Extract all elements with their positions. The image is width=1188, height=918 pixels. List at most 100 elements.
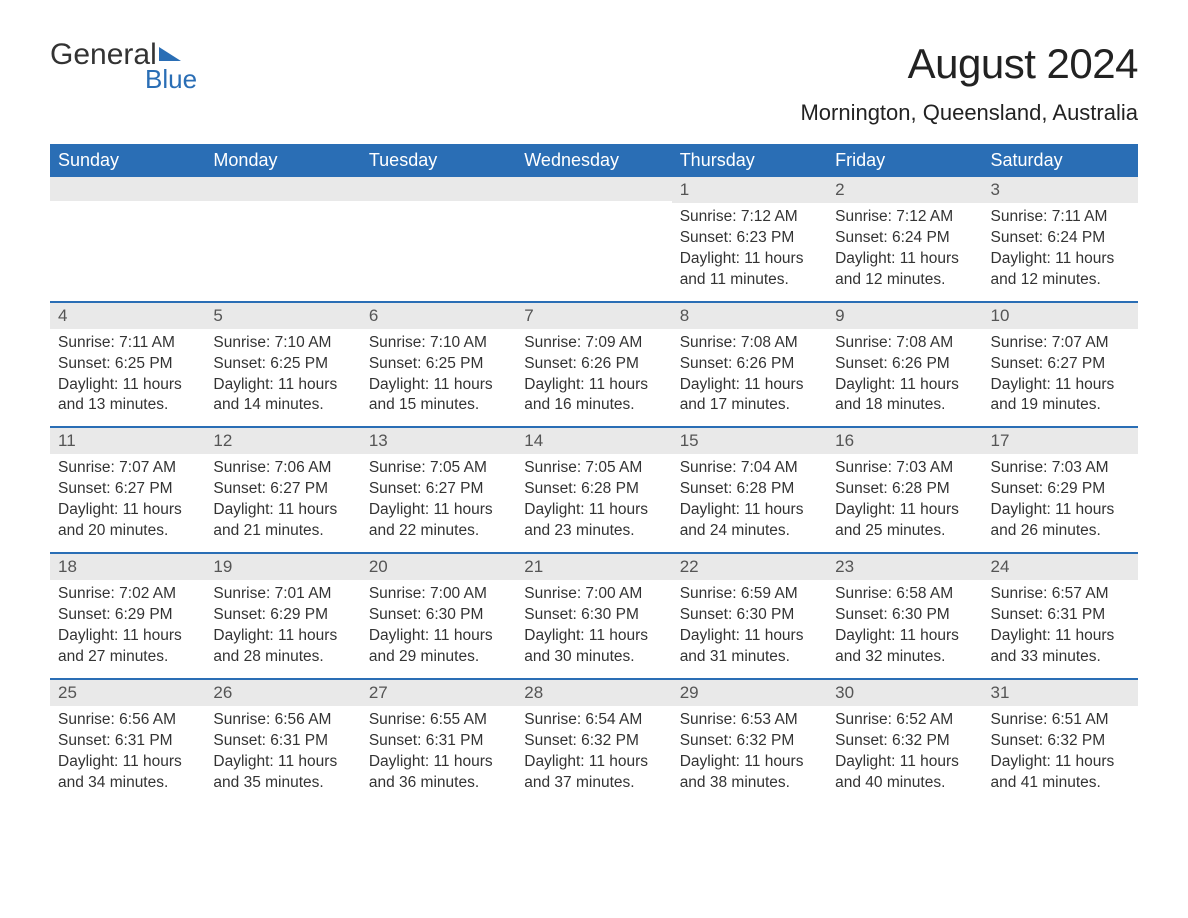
- sunset-line: Sunset: 6:26 PM: [524, 354, 663, 375]
- week-row: 1Sunrise: 7:12 AMSunset: 6:23 PMDaylight…: [50, 177, 1138, 301]
- daylight-line: Daylight: 11 hours and 34 minutes.: [58, 752, 197, 794]
- daylight-line: Daylight: 11 hours and 28 minutes.: [213, 626, 352, 668]
- calendar: SundayMondayTuesdayWednesdayThursdayFrid…: [50, 144, 1138, 803]
- day-cell: 22Sunrise: 6:59 AMSunset: 6:30 PMDayligh…: [672, 554, 827, 678]
- daylight-line: Daylight: 11 hours and 16 minutes.: [524, 375, 663, 417]
- sunset-line: Sunset: 6:32 PM: [991, 731, 1130, 752]
- day-details: Sunrise: 6:54 AMSunset: 6:32 PMDaylight:…: [516, 706, 671, 804]
- day-cell: 25Sunrise: 6:56 AMSunset: 6:31 PMDayligh…: [50, 680, 205, 804]
- day-number: [516, 177, 671, 201]
- day-details: Sunrise: 7:12 AMSunset: 6:23 PMDaylight:…: [672, 203, 827, 301]
- sunset-line: Sunset: 6:29 PM: [991, 479, 1130, 500]
- daylight-line: Daylight: 11 hours and 40 minutes.: [835, 752, 974, 794]
- day-cell: 6Sunrise: 7:10 AMSunset: 6:25 PMDaylight…: [361, 303, 516, 427]
- daylight-line: Daylight: 11 hours and 11 minutes.: [680, 249, 819, 291]
- day-number: 28: [516, 680, 671, 706]
- sunrise-line: Sunrise: 7:00 AM: [524, 584, 663, 605]
- sunset-line: Sunset: 6:26 PM: [680, 354, 819, 375]
- day-cell: 5Sunrise: 7:10 AMSunset: 6:25 PMDaylight…: [205, 303, 360, 427]
- day-cell: 12Sunrise: 7:06 AMSunset: 6:27 PMDayligh…: [205, 428, 360, 552]
- day-details: Sunrise: 7:00 AMSunset: 6:30 PMDaylight:…: [361, 580, 516, 678]
- sunrise-line: Sunrise: 7:12 AM: [680, 207, 819, 228]
- day-cell: 13Sunrise: 7:05 AMSunset: 6:27 PMDayligh…: [361, 428, 516, 552]
- daylight-line: Daylight: 11 hours and 38 minutes.: [680, 752, 819, 794]
- day-cell: 19Sunrise: 7:01 AMSunset: 6:29 PMDayligh…: [205, 554, 360, 678]
- day-details: Sunrise: 7:08 AMSunset: 6:26 PMDaylight:…: [672, 329, 827, 427]
- sunrise-line: Sunrise: 6:54 AM: [524, 710, 663, 731]
- sunrise-line: Sunrise: 7:10 AM: [369, 333, 508, 354]
- sunrise-line: Sunrise: 7:02 AM: [58, 584, 197, 605]
- weekday-header-row: SundayMondayTuesdayWednesdayThursdayFrid…: [50, 144, 1138, 177]
- daylight-line: Daylight: 11 hours and 17 minutes.: [680, 375, 819, 417]
- day-details: Sunrise: 7:00 AMSunset: 6:30 PMDaylight:…: [516, 580, 671, 678]
- week-row: 18Sunrise: 7:02 AMSunset: 6:29 PMDayligh…: [50, 552, 1138, 678]
- day-number: 19: [205, 554, 360, 580]
- day-details: Sunrise: 6:55 AMSunset: 6:31 PMDaylight:…: [361, 706, 516, 804]
- day-cell: 2Sunrise: 7:12 AMSunset: 6:24 PMDaylight…: [827, 177, 982, 301]
- sunrise-line: Sunrise: 6:56 AM: [58, 710, 197, 731]
- sunrise-line: Sunrise: 7:08 AM: [835, 333, 974, 354]
- day-details: Sunrise: 7:02 AMSunset: 6:29 PMDaylight:…: [50, 580, 205, 678]
- day-details: Sunrise: 7:08 AMSunset: 6:26 PMDaylight:…: [827, 329, 982, 427]
- empty-day-cell: [50, 177, 205, 301]
- day-details: Sunrise: 7:11 AMSunset: 6:25 PMDaylight:…: [50, 329, 205, 427]
- sunrise-line: Sunrise: 7:07 AM: [991, 333, 1130, 354]
- logo-word-2: Blue: [145, 64, 197, 95]
- sunset-line: Sunset: 6:31 PM: [58, 731, 197, 752]
- daylight-line: Daylight: 11 hours and 12 minutes.: [835, 249, 974, 291]
- day-cell: 28Sunrise: 6:54 AMSunset: 6:32 PMDayligh…: [516, 680, 671, 804]
- day-cell: 29Sunrise: 6:53 AMSunset: 6:32 PMDayligh…: [672, 680, 827, 804]
- day-details: Sunrise: 6:56 AMSunset: 6:31 PMDaylight:…: [50, 706, 205, 804]
- day-cell: 20Sunrise: 7:00 AMSunset: 6:30 PMDayligh…: [361, 554, 516, 678]
- day-details: Sunrise: 6:56 AMSunset: 6:31 PMDaylight:…: [205, 706, 360, 804]
- week-row: 4Sunrise: 7:11 AMSunset: 6:25 PMDaylight…: [50, 301, 1138, 427]
- daylight-line: Daylight: 11 hours and 15 minutes.: [369, 375, 508, 417]
- day-details: Sunrise: 7:07 AMSunset: 6:27 PMDaylight:…: [50, 454, 205, 552]
- day-number: 27: [361, 680, 516, 706]
- day-details: Sunrise: 6:59 AMSunset: 6:30 PMDaylight:…: [672, 580, 827, 678]
- daylight-line: Daylight: 11 hours and 26 minutes.: [991, 500, 1130, 542]
- day-cell: 26Sunrise: 6:56 AMSunset: 6:31 PMDayligh…: [205, 680, 360, 804]
- sunset-line: Sunset: 6:26 PM: [835, 354, 974, 375]
- sunset-line: Sunset: 6:30 PM: [524, 605, 663, 626]
- day-details: Sunrise: 7:05 AMSunset: 6:27 PMDaylight:…: [361, 454, 516, 552]
- daylight-line: Daylight: 11 hours and 18 minutes.: [835, 375, 974, 417]
- daylight-line: Daylight: 11 hours and 19 minutes.: [991, 375, 1130, 417]
- sunset-line: Sunset: 6:28 PM: [680, 479, 819, 500]
- sunset-line: Sunset: 6:28 PM: [835, 479, 974, 500]
- day-number: 12: [205, 428, 360, 454]
- sunset-line: Sunset: 6:24 PM: [835, 228, 974, 249]
- sunset-line: Sunset: 6:27 PM: [991, 354, 1130, 375]
- day-number: 5: [205, 303, 360, 329]
- day-number: 18: [50, 554, 205, 580]
- day-details: [50, 201, 205, 281]
- day-details: Sunrise: 7:03 AMSunset: 6:29 PMDaylight:…: [983, 454, 1138, 552]
- day-cell: 18Sunrise: 7:02 AMSunset: 6:29 PMDayligh…: [50, 554, 205, 678]
- daylight-line: Daylight: 11 hours and 27 minutes.: [58, 626, 197, 668]
- daylight-line: Daylight: 11 hours and 35 minutes.: [213, 752, 352, 794]
- sunrise-line: Sunrise: 7:09 AM: [524, 333, 663, 354]
- daylight-line: Daylight: 11 hours and 23 minutes.: [524, 500, 663, 542]
- daylight-line: Daylight: 11 hours and 13 minutes.: [58, 375, 197, 417]
- day-number: 24: [983, 554, 1138, 580]
- daylight-line: Daylight: 11 hours and 12 minutes.: [991, 249, 1130, 291]
- sunrise-line: Sunrise: 7:11 AM: [58, 333, 197, 354]
- daylight-line: Daylight: 11 hours and 22 minutes.: [369, 500, 508, 542]
- day-number: 20: [361, 554, 516, 580]
- day-details: Sunrise: 7:07 AMSunset: 6:27 PMDaylight:…: [983, 329, 1138, 427]
- day-cell: 7Sunrise: 7:09 AMSunset: 6:26 PMDaylight…: [516, 303, 671, 427]
- day-cell: 10Sunrise: 7:07 AMSunset: 6:27 PMDayligh…: [983, 303, 1138, 427]
- weekday-header: Tuesday: [361, 144, 516, 177]
- sunrise-line: Sunrise: 6:58 AM: [835, 584, 974, 605]
- sunset-line: Sunset: 6:29 PM: [213, 605, 352, 626]
- sunrise-line: Sunrise: 6:57 AM: [991, 584, 1130, 605]
- weekday-header: Friday: [827, 144, 982, 177]
- day-number: 8: [672, 303, 827, 329]
- day-details: Sunrise: 7:06 AMSunset: 6:27 PMDaylight:…: [205, 454, 360, 552]
- daylight-line: Daylight: 11 hours and 29 minutes.: [369, 626, 508, 668]
- sunset-line: Sunset: 6:23 PM: [680, 228, 819, 249]
- day-details: Sunrise: 7:10 AMSunset: 6:25 PMDaylight:…: [361, 329, 516, 427]
- day-number: 23: [827, 554, 982, 580]
- day-number: 2: [827, 177, 982, 203]
- weekday-header: Sunday: [50, 144, 205, 177]
